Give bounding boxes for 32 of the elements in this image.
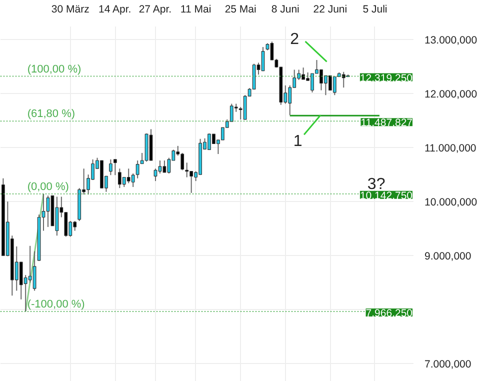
x-tick-label: 8 Juni [271,4,300,16]
x-tick-label: 11 Mai [180,4,212,16]
y-tick-label: 12.000,000 [424,88,478,100]
candlestick [131,172,135,188]
annotation: 1 [293,132,302,150]
candlestick [185,162,189,178]
annotation: (-100,00 %) [27,298,85,310]
x-tick-label: 27 Apr. [138,4,172,16]
candlestick [136,160,140,179]
x-tick-label: 22 Juni [313,4,348,16]
candlestick [158,160,162,174]
ref-line-label: 10.142,750 [360,190,413,202]
ref-line-label: 12.319,250 [360,72,413,84]
x-tick-label: 14 Apr. [98,4,132,16]
ref-line-label: 7.966,250 [366,307,413,320]
candlestick [32,250,36,292]
y-tick-label: 9.000,000 [424,250,472,263]
x-tick-label: 25 Mai [224,4,256,16]
candlestick [109,158,112,176]
annotation: (100,00 %) [27,63,82,76]
candlestick [162,160,166,173]
candlestick [154,168,158,182]
x-tick-label: 5 Juli [362,4,388,16]
y-tick-label: 10.000,000 [424,196,478,209]
annotation: 2 [290,30,300,48]
candlestick [113,158,117,176]
annotation: (61,80 %) [27,108,76,120]
y-tick-label: 13.000,000 [424,34,478,46]
annotation: (0,00 %) [27,180,69,193]
x-tick-label: 30 März [51,4,90,16]
y-tick-label: 7.000,000 [424,358,472,371]
y-tick-label: 11.000,000 [424,142,476,155]
